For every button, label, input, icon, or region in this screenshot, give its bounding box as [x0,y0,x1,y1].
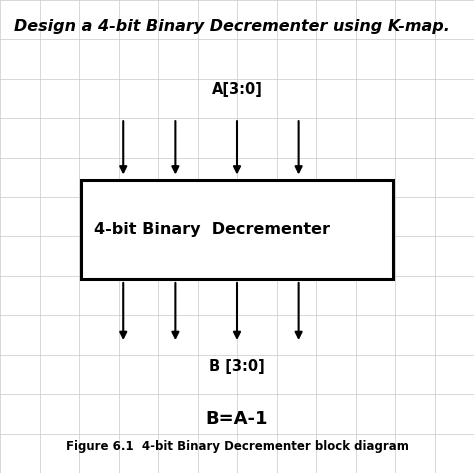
Text: 4-bit Binary  Decrementer: 4-bit Binary Decrementer [94,222,330,237]
Text: Design a 4-bit Binary Decrementer using K-map.: Design a 4-bit Binary Decrementer using … [14,18,450,34]
Text: A[3:0]: A[3:0] [211,82,263,97]
Bar [81,180,393,279]
Text: B=A-1: B=A-1 [206,410,268,428]
Text: Figure 6.1  4-bit Binary Decrementer block diagram: Figure 6.1 4-bit Binary Decrementer bloc… [65,440,409,454]
Text: B [3:0]: B [3:0] [209,359,265,374]
